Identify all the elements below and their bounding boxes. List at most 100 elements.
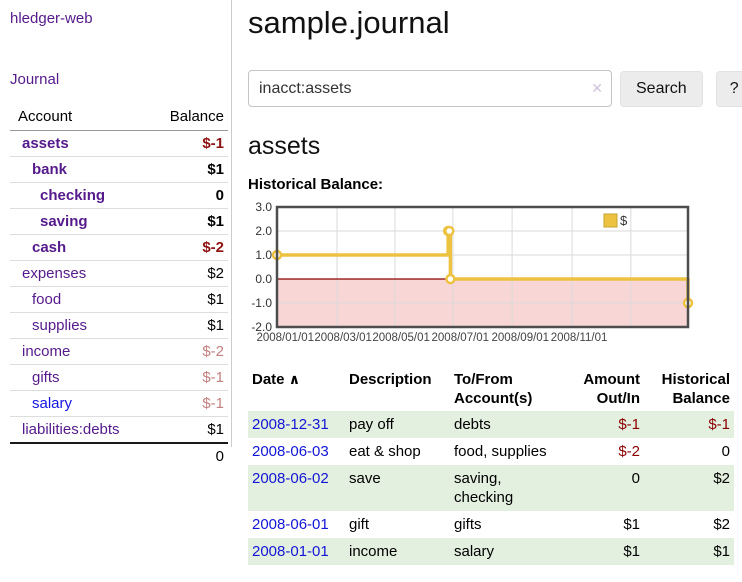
account-page-heading: assets	[248, 132, 321, 160]
transaction-description: save	[345, 465, 450, 511]
account-link-checking[interactable]: checking	[40, 187, 106, 204]
transaction-amount: $1	[623, 516, 640, 533]
svg-text:2008/05/01: 2008/05/01	[372, 332, 430, 344]
account-row-liabilities-debts: liabilities:debts $1	[10, 417, 228, 442]
register-row: 2008-06-02 save saving, checking 0 $2	[248, 465, 734, 511]
account-row-income: income $-2	[10, 339, 228, 365]
account-row-gifts: gifts $-1	[10, 365, 228, 391]
account-balance: $1	[207, 291, 224, 308]
transaction-accounts: gifts	[454, 516, 482, 533]
transaction-balance: 0	[721, 443, 730, 460]
register-header-balance: Historical Balance	[661, 371, 730, 407]
svg-text:2.0: 2.0	[255, 224, 272, 238]
svg-text:2008/01/01: 2008/01/01	[256, 332, 314, 344]
account-link-liabilities-debts[interactable]: liabilities:debts	[22, 421, 120, 438]
account-link-assets[interactable]: assets	[22, 135, 69, 152]
search-form: ✕ Search ?	[248, 70, 742, 107]
transaction-description: income	[345, 538, 450, 565]
transaction-date-link[interactable]: 2008-01-01	[252, 543, 329, 560]
account-row-bank: bank $1	[10, 157, 228, 183]
svg-text:1.0: 1.0	[255, 248, 272, 262]
account-balance: $-1	[202, 395, 224, 412]
accounts-total-row: 0	[10, 442, 228, 469]
account-link-saving[interactable]: saving	[40, 213, 88, 230]
search-input[interactable]	[248, 70, 612, 107]
accounts-table: Account Balance assets $-1 bank $1 check…	[10, 104, 228, 469]
account-row-expenses: expenses $2	[10, 261, 228, 287]
sidebar-item-journal[interactable]: Journal	[10, 71, 60, 88]
transaction-date-link[interactable]: 2008-06-02	[252, 470, 329, 487]
account-row-assets: assets $-1	[10, 131, 228, 157]
account-row-cash: cash $-2	[10, 235, 228, 261]
transaction-amount: $1	[623, 543, 640, 560]
account-link-salary[interactable]: salary	[32, 395, 73, 412]
svg-text:2008/09/01: 2008/09/01	[492, 332, 550, 344]
register-table: Date ∧ Description To/From Account(s) Am…	[248, 367, 734, 565]
transaction-balance: $-1	[708, 416, 730, 433]
register-header-description: Description	[349, 371, 432, 388]
account-row-saving: saving $1	[10, 209, 228, 235]
transaction-date-link[interactable]: 2008-12-31	[252, 416, 329, 433]
svg-text:-2.0: -2.0	[251, 320, 272, 334]
transaction-balance: $2	[713, 470, 730, 487]
transaction-description: pay off	[345, 411, 450, 438]
account-link-food[interactable]: food	[32, 291, 62, 308]
account-balance: $1	[207, 213, 224, 230]
clear-search-icon[interactable]: ✕	[591, 80, 603, 96]
account-link-cash[interactable]: cash	[32, 239, 67, 256]
register-row: 2008-06-01 gift gifts $1 $2	[248, 511, 734, 538]
register-header-amount: Amount Out/In	[583, 371, 640, 407]
sort-ascending-icon: ∧	[288, 371, 301, 387]
sidebar: hledger-web Journal Account Balance asse…	[0, 0, 232, 465]
svg-text:2008/11/01: 2008/11/01	[551, 332, 608, 344]
register-header-account: To/From Account(s)	[454, 371, 533, 407]
transaction-accounts: salary	[450, 538, 562, 565]
app-brand-link[interactable]: hledger-web	[10, 10, 93, 27]
transaction-balance: $1	[713, 543, 730, 560]
register-row: 2008-01-01 income salary $1 $1	[248, 538, 734, 565]
transaction-description: eat & shop	[349, 443, 421, 460]
date-header-label: Date	[252, 371, 285, 388]
register-header-date[interactable]: Date ∧	[248, 367, 345, 411]
account-link-gifts[interactable]: gifts	[32, 369, 60, 386]
chart-title: Historical Balance:	[248, 176, 384, 193]
account-balance: $-1	[202, 135, 224, 152]
account-balance: $-2	[202, 239, 224, 256]
account-link-supplies[interactable]: supplies	[32, 317, 88, 334]
historical-balance-chart: 3.0 2.0 1.0 0.0 -1.0 -2.0 2008/01/01 2008/03/01…	[248, 199, 735, 351]
transaction-amount: $-2	[618, 443, 640, 460]
account-balance: $-1	[202, 369, 224, 386]
search-button[interactable]: Search	[620, 70, 703, 107]
transaction-accounts: debts	[450, 411, 562, 438]
transaction-amount: 0	[631, 470, 640, 487]
svg-text:2008/07/01: 2008/07/01	[432, 332, 490, 344]
account-balance: $1	[207, 421, 224, 438]
svg-text:$: $	[620, 213, 628, 228]
accounts-header-account: Account	[18, 108, 73, 125]
main-content: sample.journal ✕ Search ? assets Histori…	[248, 0, 742, 565]
help-button[interactable]: ?	[715, 70, 742, 107]
account-row-salary: salary $-1	[10, 391, 228, 417]
transaction-accounts: food, supplies	[454, 443, 547, 460]
account-balance: $-2	[202, 343, 224, 360]
transaction-description: gift	[349, 516, 370, 533]
account-link-expenses[interactable]: expenses	[22, 265, 87, 282]
svg-text:0.0: 0.0	[255, 272, 272, 286]
transaction-amount: $-1	[618, 416, 640, 433]
register-row: 2008-06-03 eat & shop food, supplies $-2…	[248, 438, 734, 465]
transaction-balance: $2	[713, 516, 730, 533]
account-balance: $1	[207, 161, 224, 178]
account-link-bank[interactable]: bank	[32, 161, 68, 178]
account-row-supplies: supplies $1	[10, 313, 228, 339]
account-row-checking: checking 0	[10, 183, 228, 209]
transaction-date-link[interactable]: 2008-06-03	[252, 443, 329, 460]
account-link-income[interactable]: income	[22, 343, 71, 360]
account-balance: $1	[207, 317, 224, 334]
svg-text:2008/03/01: 2008/03/01	[314, 332, 372, 344]
transaction-accounts: saving, checking	[450, 465, 562, 511]
page-title: sample.journal	[248, 5, 450, 40]
account-balance: $2	[207, 265, 224, 282]
svg-text:-1.0: -1.0	[251, 296, 272, 310]
transaction-date-link[interactable]: 2008-06-01	[252, 516, 329, 533]
